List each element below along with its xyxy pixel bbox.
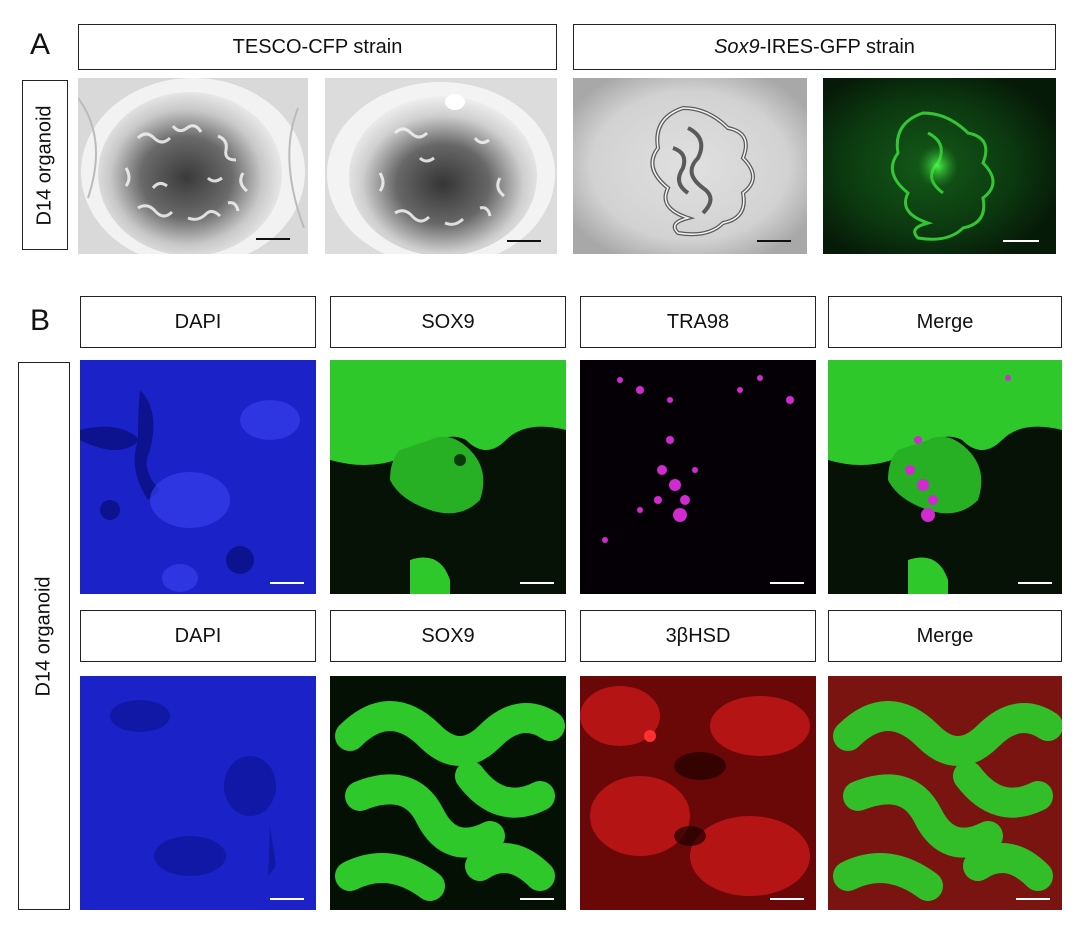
scale-bar — [520, 582, 554, 584]
sox9-header-rest: -IRES-GFP strain — [759, 35, 915, 58]
row2-3bhsd-image — [580, 676, 816, 910]
row2-dapi-image — [80, 676, 316, 910]
scale-bar — [270, 898, 304, 900]
row1-tra98-image — [580, 360, 816, 594]
row2-merge-image — [828, 676, 1062, 910]
panel-b-side-label-box: D14 organoid — [18, 362, 70, 910]
scale-bar — [270, 582, 304, 584]
sox9-ires-gfp-header: Sox9 -IRES-GFP strain — [573, 24, 1056, 70]
row1-tra98-label: TRA98 — [580, 296, 816, 348]
scale-bar — [1016, 898, 1050, 900]
panel-b-side-label: D14 organoid — [32, 575, 55, 697]
sox9-brightfield-image — [573, 78, 807, 254]
tesco-cfp-brightfield-image-1 — [78, 78, 308, 254]
scale-bar — [770, 898, 804, 900]
panel-b-letter: B — [30, 304, 51, 337]
row1-merge-image — [828, 360, 1062, 594]
panel-a-letter: A — [30, 28, 51, 61]
label-text: DAPI — [174, 624, 222, 647]
row1-sox9-image — [330, 360, 566, 594]
row2-dapi-label: DAPI — [80, 610, 316, 662]
scale-bar — [507, 240, 541, 242]
scale-bar — [770, 582, 804, 584]
sox9-gfp-fluorescence-image — [823, 78, 1056, 254]
tesco-cfp-header: TESCO-CFP strain — [78, 24, 557, 70]
scale-bar — [1003, 240, 1039, 242]
label-text: TRA98 — [666, 310, 730, 333]
scale-bar — [757, 240, 791, 242]
tesco-cfp-header-text: TESCO-CFP strain — [232, 35, 403, 58]
row2-3bhsd-label: 3βHSD — [580, 610, 816, 662]
panel-a-side-label: D14 organoid — [33, 104, 56, 226]
label-text: 3βHSD — [665, 624, 731, 647]
label-text: DAPI — [174, 310, 222, 333]
scale-bar — [1018, 582, 1052, 584]
tesco-cfp-brightfield-image-2 — [325, 78, 557, 254]
row2-merge-label: Merge — [828, 610, 1062, 662]
label-text: SOX9 — [421, 624, 475, 647]
scale-bar — [256, 238, 290, 240]
label-text: Merge — [916, 624, 974, 647]
row2-sox9-label: SOX9 — [330, 610, 566, 662]
sox9-gene-name: Sox9 — [714, 35, 760, 58]
row1-dapi-image — [80, 360, 316, 594]
row2-sox9-image — [330, 676, 566, 910]
label-text: Merge — [916, 310, 974, 333]
row1-sox9-label: SOX9 — [330, 296, 566, 348]
panel-a-side-label-box: D14 organoid — [22, 80, 68, 250]
scale-bar — [520, 898, 554, 900]
label-text: SOX9 — [421, 310, 475, 333]
row1-merge-label: Merge — [828, 296, 1062, 348]
row1-dapi-label: DAPI — [80, 296, 316, 348]
